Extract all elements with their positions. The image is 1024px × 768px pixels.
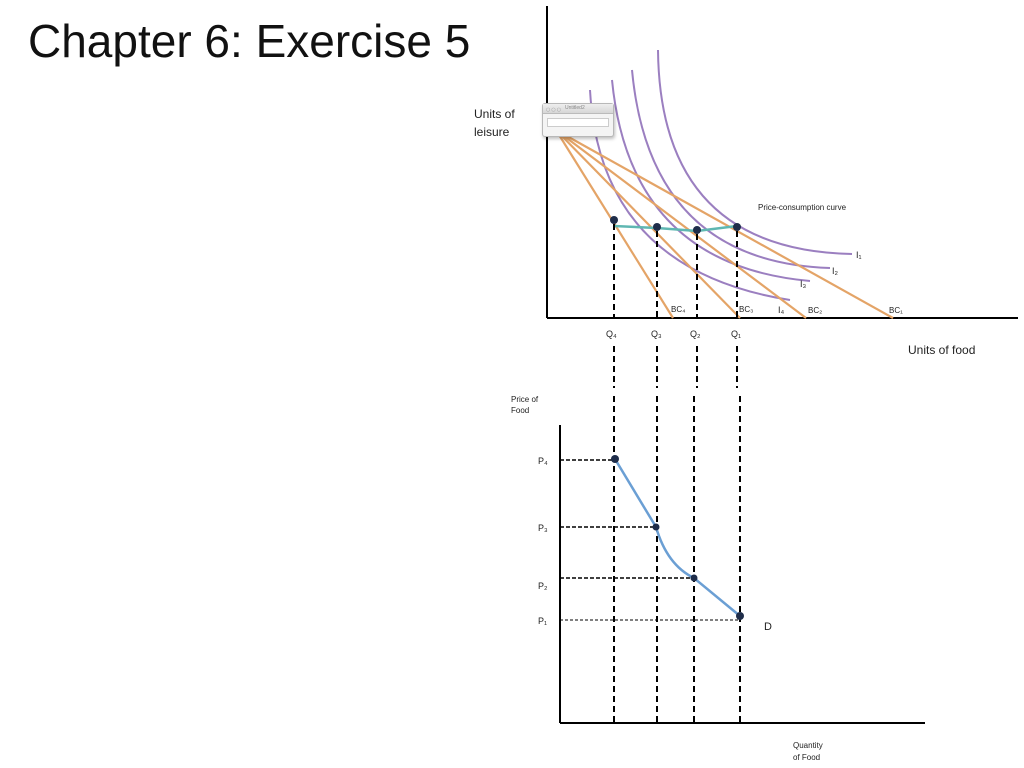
window-controls-icon[interactable]: ○○○ bbox=[546, 107, 563, 113]
top-graph: Units of leisure Units of food Price-con… bbox=[474, 6, 1018, 357]
slide-title: Chapter 6: Exercise 5 bbox=[28, 15, 471, 67]
price-consumption-curve bbox=[613, 224, 738, 233]
q-label-1: Q₁ bbox=[731, 329, 741, 339]
bc-label-2: BC₂ bbox=[808, 306, 822, 315]
ic-label-2: I₂ bbox=[832, 266, 839, 276]
top-y-label-2: leisure bbox=[474, 125, 510, 139]
q-label-3: Q₃ bbox=[651, 329, 662, 339]
demand-label: D bbox=[764, 621, 772, 633]
ic-label-1: I₁ bbox=[856, 250, 862, 260]
tangency-point-q4 bbox=[610, 216, 618, 224]
bottom-graph: Price of Food P₄ P₃ P₂ P₁ D Quantity of … bbox=[511, 395, 925, 762]
p-label-4: P₄ bbox=[538, 456, 548, 466]
indifference-curve-1 bbox=[657, 49, 853, 255]
untitled-window[interactable]: ○○○ Untitled2 bbox=[542, 103, 614, 137]
indifference-curve-3 bbox=[611, 79, 811, 282]
p-label-1: P₁ bbox=[538, 616, 547, 626]
top-x-label: Units of food bbox=[908, 343, 975, 357]
bottom-y-label-2: Food bbox=[511, 406, 529, 415]
demand-point-p1 bbox=[736, 612, 744, 620]
budget-line-3 bbox=[555, 129, 741, 319]
indifference-curve-2 bbox=[631, 69, 831, 269]
demand-point-p4 bbox=[611, 455, 619, 463]
bc-label-4: BC₄ bbox=[671, 305, 685, 314]
budget-line-2 bbox=[555, 129, 807, 319]
pcc-label: Price-consumption curve bbox=[758, 203, 847, 212]
window-text-field[interactable] bbox=[547, 118, 609, 127]
tangency-point-q1 bbox=[733, 223, 741, 231]
tangency-point-q3 bbox=[653, 223, 661, 231]
tangency-point-q2 bbox=[693, 226, 701, 234]
top-y-label-1: Units of bbox=[474, 107, 515, 121]
bottom-y-label-1: Price of bbox=[511, 395, 539, 404]
demand-point-p3 bbox=[652, 523, 660, 531]
bottom-x-label-1: Quantity bbox=[793, 741, 823, 750]
q-label-4: Q₄ bbox=[606, 329, 617, 339]
ic-label-4: I₄ bbox=[778, 305, 785, 315]
ic-label-3: I₃ bbox=[800, 279, 807, 289]
p-label-2: P₂ bbox=[538, 581, 548, 591]
demand-curve bbox=[613, 458, 741, 617]
demand-point-p2 bbox=[690, 574, 698, 582]
budget-line-1 bbox=[555, 129, 894, 319]
window-title: Untitled2 bbox=[565, 105, 585, 111]
bc-label-1: BC₁ bbox=[889, 306, 903, 315]
connector-guides bbox=[613, 346, 738, 388]
window-title-bar[interactable]: ○○○ Untitled2 bbox=[543, 104, 613, 114]
bottom-x-label-2: of Food bbox=[793, 753, 820, 762]
p-label-3: P₃ bbox=[538, 523, 548, 533]
bc-label-3: BC₃ bbox=[739, 305, 753, 314]
q-label-2: Q₂ bbox=[690, 329, 701, 339]
